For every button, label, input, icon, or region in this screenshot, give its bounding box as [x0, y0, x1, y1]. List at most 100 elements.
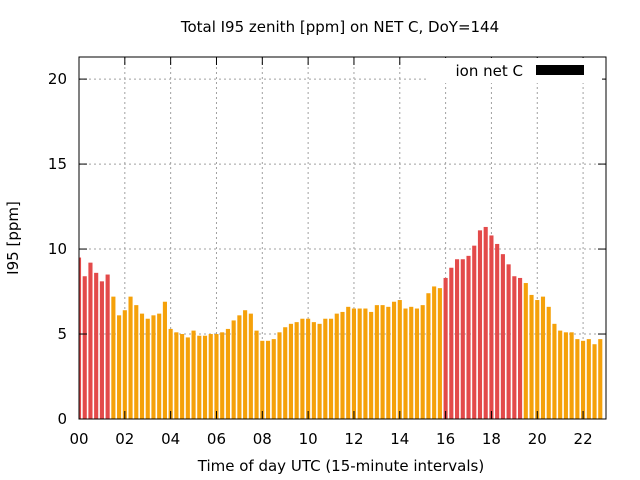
bar [334, 313, 339, 419]
x-tick-label: 04 [161, 430, 180, 448]
bar [283, 327, 288, 419]
bar [202, 335, 208, 419]
axis-ticks: 0 5 10 15 20 00 02 04 06 08 10 12 14 16 18 20 22 [48, 57, 606, 448]
bar [369, 311, 374, 419]
bar [94, 272, 99, 419]
bar [374, 305, 379, 419]
bar [311, 322, 316, 419]
x-tick-label: 16 [436, 430, 455, 448]
bar [328, 318, 334, 419]
x-axis-label: Time of day UTC (15-minute intervals) [197, 457, 484, 475]
bar [82, 276, 87, 419]
bar [540, 296, 546, 419]
bar [426, 293, 431, 419]
bar [409, 306, 414, 419]
bar [323, 318, 328, 419]
plot-frame [78, 56, 607, 420]
bar [500, 254, 505, 419]
y-tick-label: 0 [57, 410, 67, 428]
bar [180, 334, 185, 419]
bar [535, 300, 540, 419]
x-tick-label: 20 [528, 430, 547, 448]
bar [346, 306, 351, 419]
bar [483, 226, 488, 419]
bar [162, 301, 167, 419]
x-tick-label: 14 [390, 430, 409, 448]
bar [157, 313, 162, 419]
bar [437, 288, 442, 419]
bar [111, 296, 116, 419]
bar [518, 277, 523, 419]
bar [134, 305, 139, 419]
bar [386, 306, 391, 419]
bar [506, 264, 511, 419]
bar [414, 308, 420, 419]
bar [243, 310, 248, 419]
bar [214, 334, 219, 419]
bar [563, 332, 568, 419]
bar [449, 267, 454, 419]
bar [455, 259, 460, 419]
legend-label: ion net C [456, 62, 523, 80]
bar [185, 337, 190, 419]
bar [231, 320, 236, 419]
bar [598, 339, 603, 419]
bar [546, 306, 551, 419]
bar [351, 308, 357, 419]
bar [191, 330, 196, 419]
bar [403, 308, 408, 419]
bar [288, 323, 293, 419]
bar [197, 335, 202, 419]
bar [79, 257, 82, 419]
bar [575, 339, 580, 419]
x-tick-label: 12 [344, 430, 363, 448]
bar [271, 339, 276, 419]
x-tick-label: 22 [574, 430, 593, 448]
bar [363, 308, 368, 419]
bar [523, 283, 528, 419]
x-tick-label: 06 [207, 430, 226, 448]
bar [466, 255, 471, 419]
bar [225, 328, 230, 419]
bar [472, 245, 477, 419]
y-axis-label: I95 [ppm] [4, 201, 22, 275]
bar [397, 300, 402, 419]
bar [306, 318, 311, 419]
bar [208, 334, 213, 419]
x-tick-label: 02 [115, 430, 134, 448]
bar [586, 339, 591, 419]
bar [99, 281, 104, 419]
bar [145, 318, 150, 419]
bar [139, 313, 145, 419]
bar [317, 323, 322, 419]
bar [420, 305, 425, 419]
bar [529, 294, 534, 419]
bar [489, 235, 494, 419]
bar [380, 305, 385, 419]
x-tick-label: 08 [253, 430, 272, 448]
bar [300, 318, 305, 419]
bar [581, 340, 586, 419]
bars [79, 226, 603, 419]
bar [265, 340, 271, 419]
bar [117, 315, 122, 419]
bar [88, 262, 93, 419]
bar [558, 330, 563, 419]
x-tick-label: 10 [299, 430, 318, 448]
bar [168, 328, 173, 419]
y-tick-label: 10 [48, 240, 67, 258]
legend-swatch [536, 65, 584, 75]
bar [277, 332, 282, 419]
bar [432, 286, 437, 419]
bar [151, 315, 156, 419]
bar [460, 259, 465, 419]
bar [122, 310, 127, 419]
bar [512, 276, 517, 419]
bar [220, 332, 225, 419]
bar [237, 315, 242, 419]
bar [340, 311, 345, 419]
y-tick-label: 15 [48, 155, 67, 173]
bar [357, 308, 362, 419]
bar [254, 330, 259, 419]
